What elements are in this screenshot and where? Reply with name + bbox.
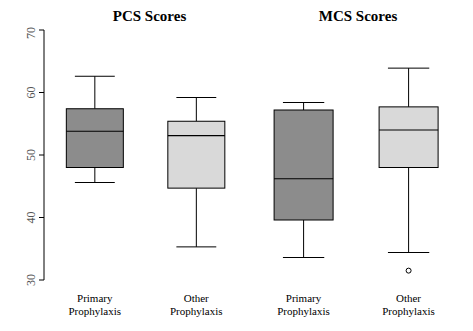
html-text:MCS Scores: MCS Scores: [318, 8, 398, 24]
html-text:PCS Scores: PCS Scores: [112, 8, 187, 24]
svg-text:OtherProphylaxis: OtherProphylaxis: [382, 292, 435, 317]
svg-text:OtherProphylaxis: OtherProphylaxis: [170, 292, 223, 317]
svg-text:70: 70: [24, 27, 38, 39]
svg-text:40: 40: [24, 212, 38, 224]
svg-text:60: 60: [24, 87, 38, 99]
svg-text:PrimaryProphylaxis: PrimaryProphylaxis: [68, 292, 121, 317]
svg-text:PrimaryProphylaxis: PrimaryProphylaxis: [277, 292, 330, 317]
svg-text:50: 50: [24, 149, 38, 161]
svg-text:30: 30: [24, 274, 38, 286]
